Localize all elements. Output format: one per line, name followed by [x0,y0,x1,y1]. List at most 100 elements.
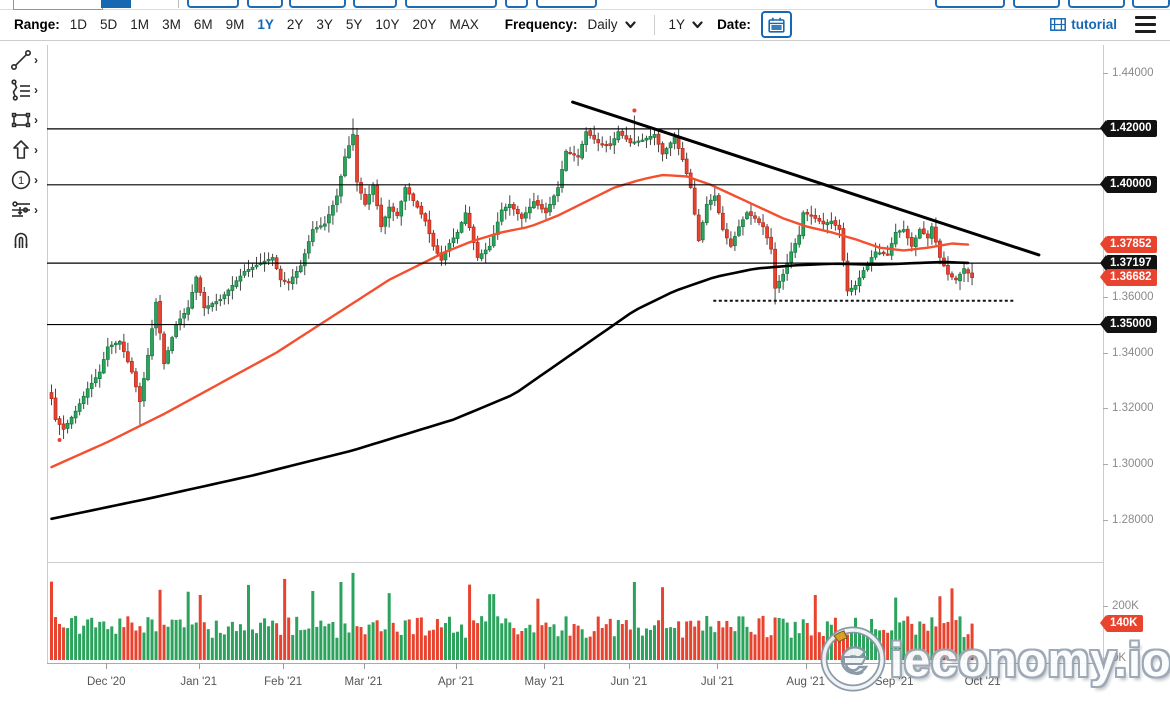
x-axis-label: Jun '21 [610,676,648,688]
partial-button-0[interactable] [187,0,239,8]
number-annotation-tool-icon: 1 [11,170,31,190]
date-picker-button[interactable] [760,11,792,38]
number-annotation-tool[interactable]: 1 › [0,165,47,195]
price-axis: 1.44000 1.36000 1.34000 1.32000 1.30000 1.280… [1100,0,1170,704]
fibonacci-lines-tool[interactable]: › [0,75,47,105]
volume-axis-label: 0K [1112,652,1127,664]
submenu-chevron-icon: › [34,203,38,217]
partial-button-1[interactable] [247,0,283,8]
y-axis-tick [1103,520,1108,522]
film-icon [1050,18,1067,31]
price-tag-1.36682: 1.36682 [1100,269,1157,287]
plot-right-border [1103,45,1104,663]
range-label: Range: [14,17,60,32]
y-axis-tick [1103,73,1108,74]
x-axis-label: Apr '21 [437,676,475,688]
range-10y[interactable]: 10Y [375,17,400,32]
chevron-down-icon [624,20,636,28]
frequency-label: Frequency: [504,17,578,32]
watermark-text: ieconomy.io [890,632,1170,686]
magnet-snap-tool-icon [14,232,28,248]
partial-go-button[interactable] [101,0,131,8]
menu-icon[interactable] [1133,14,1158,35]
range-selector: 1D 5D 1M 3M 6M 9M 1Y 2Y 3Y 5Y 10Y 20Y MAX [70,17,479,32]
range-3m[interactable]: 3M [162,17,181,32]
y-axis-tick [1103,352,1108,354]
partial-button-8[interactable] [1013,0,1060,8]
frequency-value: Daily [587,17,618,32]
shapes-tool[interactable]: › [0,105,47,135]
volume-chart-canvas[interactable] [47,566,1103,662]
chevron-down-icon [692,20,703,28]
volume-axis-tick [1103,606,1108,607]
range-max[interactable]: MAX [449,17,479,32]
range-5d[interactable]: 5D [100,17,118,32]
partial-button-2[interactable] [289,0,346,8]
submenu-chevron-icon: › [34,173,38,187]
indicator-levels-tool-icon [12,201,30,217]
price-tag-1.40000: 1.40000 [1100,176,1157,194]
range-3y[interactable]: 3Y [316,17,333,32]
drawing-tools-sidebar: › › › › 1 › › [0,45,47,255]
top-partial-row [0,0,1170,10]
y-axis-label: 1.36000 [1112,290,1154,303]
date-label: Date: [717,17,751,32]
volume-tag-140K: 140K [1100,615,1143,633]
x-axis-label: Jul '21 [700,676,734,688]
watermark: ieconomy.io [820,626,1170,692]
partial-button-5[interactable] [505,0,528,8]
x-axis-label: Mar '21 [344,676,383,688]
plot-left-border [47,45,48,663]
x-axis-label: Jan '21 [180,676,218,688]
trendline-tool-icon [10,49,31,70]
period-value: 1Y [668,17,686,32]
shapes-tool-icon [11,112,31,128]
trendline-tool[interactable]: › [0,45,47,75]
calendar-icon [768,17,785,33]
range-9m[interactable]: 9M [225,17,245,32]
range-1y[interactable]: 1Y [257,17,274,32]
toolbar-divider [653,14,655,35]
x-axis-label: Feb '21 [264,676,303,688]
frequency-dropdown[interactable]: Daily [588,17,636,32]
y-axis-tick [1103,296,1108,298]
indicator-levels-tool[interactable]: › [0,195,47,225]
range-5y[interactable]: 5Y [345,17,363,32]
submenu-chevron-icon: › [34,83,38,97]
x-axis-line [47,663,1104,664]
partial-button-6[interactable] [536,0,597,8]
volume-axis-label: 200K [1112,600,1139,612]
submenu-chevron-icon: › [34,143,38,157]
price-tag-1.42000: 1.42000 [1100,120,1157,138]
tutorial-link[interactable]: tutorial [1050,17,1117,32]
partial-button-9[interactable] [1068,0,1125,8]
x-axis-label: Dec '20 [86,676,126,688]
y-axis-tick [1103,464,1108,466]
y-axis-tick [1103,408,1108,410]
range-20y[interactable]: 20Y [412,17,437,32]
submenu-chevron-icon: › [34,53,38,67]
tutorial-label: tutorial [1071,17,1117,32]
period-dropdown[interactable]: 1Y [669,17,704,32]
arrow-annotation-tool[interactable]: › [0,135,47,165]
price-chart-canvas[interactable] [47,45,1103,562]
y-axis-label: 1.32000 [1112,402,1154,415]
arrow-annotation-tool-icon [13,140,29,159]
partial-button-3[interactable] [353,0,397,8]
range-2y[interactable]: 2Y [286,17,304,32]
range-1m[interactable]: 1M [130,17,150,32]
chart-toolbar: Range: 1D 5D 1M 3M 6M 9M 1Y 2Y 3Y 5Y 10Y 20Y MAX Fre… [0,9,1170,41]
partial-button-4[interactable] [405,0,497,8]
range-6m[interactable]: 6M [193,17,213,32]
y-axis-label: 1.28000 [1112,514,1154,527]
price-tag-1.37197: 1.37197 [1100,254,1157,272]
partial-divider [178,0,179,8]
magnet-snap-tool[interactable] [0,225,47,255]
partial-button-10[interactable] [1132,0,1170,8]
range-1d[interactable]: 1D [69,17,88,32]
y-axis-label: 1.34000 [1112,346,1154,359]
fibonacci-lines-tool-icon [11,79,30,101]
x-axis-label: May '21 [524,676,565,688]
partial-button-7[interactable] [935,0,1005,8]
